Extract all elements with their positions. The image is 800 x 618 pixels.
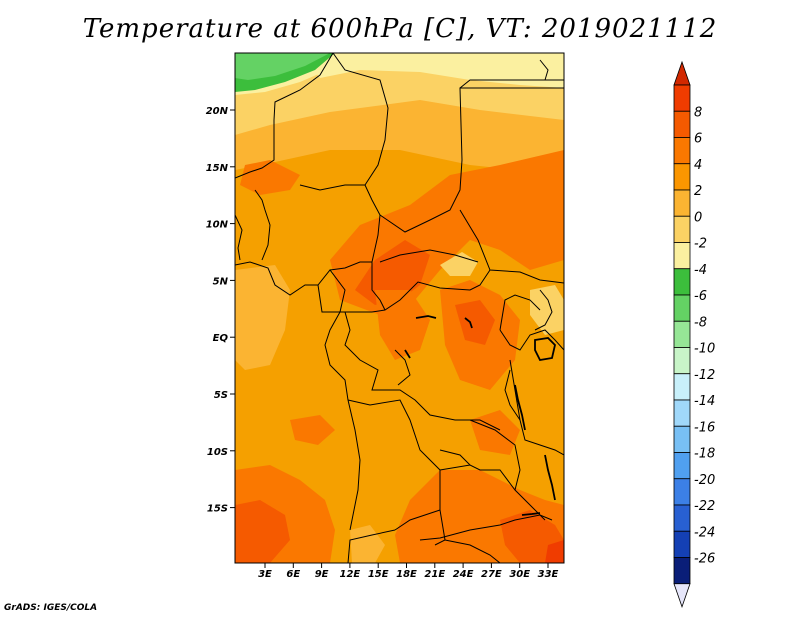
lon-label: 30E bbox=[509, 569, 530, 580]
colorbar-label: 8 bbox=[694, 105, 702, 120]
colorbar-swatch bbox=[673, 478, 691, 506]
colorbar-swatch bbox=[673, 163, 691, 191]
colorbar-swatch bbox=[673, 557, 691, 585]
colorbar-label: 6 bbox=[694, 132, 702, 147]
colorbar-swatch bbox=[673, 84, 691, 112]
lat-label: 5S bbox=[214, 390, 228, 401]
lon-label: 6E bbox=[286, 569, 300, 580]
colorbar-label: -22 bbox=[694, 499, 715, 514]
colorbar-swatch bbox=[673, 399, 691, 427]
latitude-axis: 20N 15N 10N 5N EQ 5S 10S 15S bbox=[206, 106, 235, 515]
colorbar-swatch bbox=[673, 320, 691, 348]
lat-label: EQ bbox=[213, 333, 229, 344]
colorbar-label: -18 bbox=[694, 447, 715, 462]
lon-label: 24E bbox=[453, 569, 474, 580]
temperature-field bbox=[235, 53, 564, 563]
colorbar-swatch bbox=[673, 347, 691, 375]
colorbar-swatch bbox=[673, 530, 691, 558]
colorbar-swatch bbox=[673, 373, 691, 401]
lon-label: 9E bbox=[315, 569, 329, 580]
colorbar-swatch bbox=[673, 294, 691, 322]
lat-label: 5N bbox=[213, 276, 229, 287]
colorbar-label: -24 bbox=[694, 525, 715, 540]
colorbar-label: 4 bbox=[694, 158, 702, 173]
colorbar-swatch bbox=[673, 215, 691, 243]
lat-label: 15N bbox=[206, 163, 229, 174]
colorbar-swatch bbox=[673, 137, 691, 165]
colorbar-label: -4 bbox=[694, 263, 707, 278]
colorbar-swatch bbox=[673, 242, 691, 270]
colorbar-label: -16 bbox=[694, 420, 715, 435]
lon-label: 18E bbox=[396, 569, 417, 580]
colorbar-label: -6 bbox=[694, 289, 707, 304]
colorbar-swatch bbox=[673, 425, 691, 453]
lon-label: 12E bbox=[340, 569, 361, 580]
colorbar-top-arrow bbox=[673, 60, 691, 86]
map-frame bbox=[234, 52, 565, 564]
colorbar-label: -10 bbox=[694, 342, 715, 357]
country-borders bbox=[235, 53, 564, 563]
colorbar-label: -26 bbox=[694, 552, 715, 567]
map-title: Temperature at 600hPa [C], VT: 201902111… bbox=[82, 14, 718, 44]
colorbar-label: 2 bbox=[694, 184, 702, 199]
lon-label: 27E bbox=[481, 569, 502, 580]
lon-label: 15E bbox=[368, 569, 389, 580]
colorbar-label: -14 bbox=[694, 394, 715, 409]
lon-label: 21E bbox=[424, 569, 445, 580]
lon-label: 3E bbox=[258, 569, 272, 580]
colorbar-label: -20 bbox=[694, 473, 715, 488]
grads-credit: GrADS: IGES/COLA bbox=[4, 603, 98, 613]
colorbar-label: -8 bbox=[694, 315, 707, 330]
colorbar-swatch bbox=[673, 268, 691, 296]
colorbar-label: 0 bbox=[694, 210, 702, 225]
lake-outlines bbox=[404, 315, 556, 516]
colorbar-label: -12 bbox=[694, 368, 715, 383]
colorbar-label: -2 bbox=[694, 237, 707, 252]
lat-label: 10N bbox=[206, 220, 229, 231]
colorbar-swatch bbox=[673, 452, 691, 480]
lat-label: 20N bbox=[206, 106, 229, 117]
colorbar-swatch bbox=[673, 504, 691, 532]
colorbar-bottom-arrow bbox=[673, 583, 691, 608]
colorbar-swatch bbox=[673, 110, 691, 138]
lat-label: 15S bbox=[207, 504, 228, 515]
lon-label: 33E bbox=[538, 569, 559, 580]
colorbar-swatch bbox=[673, 189, 691, 217]
colorbar: 8 6 4 2 0 -2 -4 -6 -8 -10 -12 -14 -16 -18 -20 -22 -24 -26 bbox=[673, 60, 715, 608]
lat-label: 10S bbox=[207, 447, 228, 458]
longitude-axis: 3E 6E 9E 12E 15E 18E 21E 24E 27E 30E 33E bbox=[258, 563, 559, 580]
